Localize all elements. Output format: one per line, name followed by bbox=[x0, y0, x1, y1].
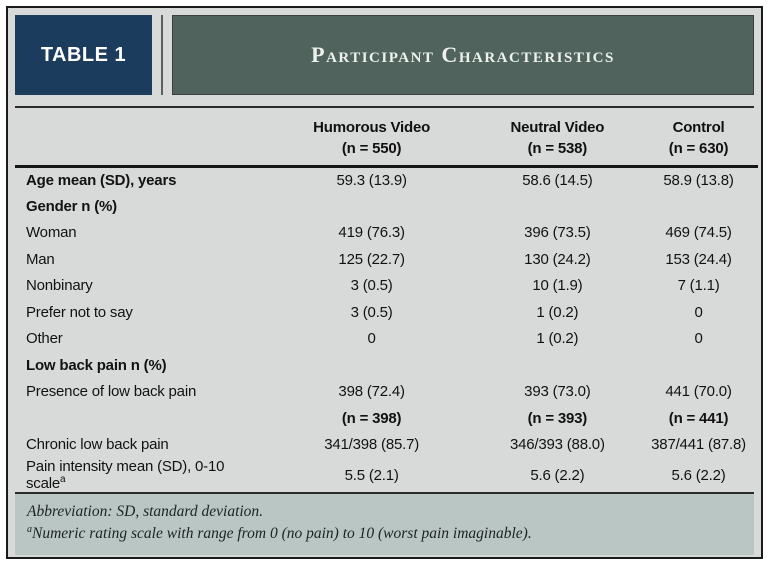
row-label: Nonbinary bbox=[26, 277, 93, 295]
cell-neutral-video: 130 (24.2) bbox=[524, 250, 591, 268]
table-row: Chronic low back pain 341/398 (85.7) 346… bbox=[15, 432, 758, 459]
cell-humorous-video bbox=[268, 352, 476, 379]
cell-humorous-video: 0 bbox=[367, 330, 376, 348]
table-row: Man 125 (22.7) 130 (24.2) 153 (24.4) bbox=[15, 246, 758, 273]
column-header-neutral-video: Neutral Video (n = 538) bbox=[475, 108, 640, 168]
column-header-humorous-video: Humorous Video (n = 550) bbox=[267, 108, 476, 168]
table-row: Prefer not to say 3 (0.5) 1 (0.2) 0 bbox=[15, 299, 758, 326]
row-label: Pain intensity mean (SD), 0-10 scalea bbox=[26, 458, 225, 492]
cell-neutral-video: 346/393 (88.0) bbox=[509, 436, 605, 454]
header-divider bbox=[161, 15, 163, 95]
table-row: Nonbinary 3 (0.5) 10 (1.9) 7 (1.1) bbox=[15, 273, 758, 300]
table-row: Pain intensity mean (SD), 0-10 scalea 5.… bbox=[15, 458, 758, 492]
row-label: Age mean (SD), years bbox=[26, 172, 177, 189]
row-label bbox=[15, 405, 268, 432]
cell-control: 387/441 (87.8) bbox=[651, 436, 746, 454]
cell-control: (n = 441) bbox=[668, 409, 729, 427]
cell-control: 5.6 (2.2) bbox=[671, 466, 726, 484]
row-label: Presence of low back pain bbox=[26, 383, 197, 401]
participant-characteristics-table: Humorous Video (n = 550) Neutral Video (… bbox=[15, 108, 758, 492]
footnote-box: Abbreviation: SD, standard deviation. aN… bbox=[15, 494, 754, 555]
cell-neutral-video: 393 (73.0) bbox=[524, 383, 591, 401]
cell-humorous-video: 3 (0.5) bbox=[350, 277, 393, 295]
cell-humorous-video: 398 (72.4) bbox=[338, 383, 405, 401]
cell-control: 7 (1.1) bbox=[677, 277, 720, 295]
table-row: Other 0 1 (0.2) 0 bbox=[15, 326, 758, 353]
cell-humorous-video: 5.5 (2.1) bbox=[344, 466, 399, 484]
table-title: Participant Characteristics bbox=[311, 42, 615, 67]
table-title-box: Participant Characteristics bbox=[172, 15, 754, 95]
table-row: Presence of low back pain 398 (72.4) 393… bbox=[15, 379, 758, 406]
cell-control: 153 (24.4) bbox=[665, 250, 732, 268]
label-superscript: a bbox=[60, 474, 66, 485]
cell-humorous-video: 125 (22.7) bbox=[338, 250, 405, 268]
cell-control: 469 (74.5) bbox=[665, 224, 732, 242]
cell-control: 58.9 (13.8) bbox=[663, 172, 734, 189]
table-column-headers: Humorous Video (n = 550) Neutral Video (… bbox=[15, 108, 758, 168]
table-frame: TABLE 1 Participant Characteristics Humo… bbox=[6, 6, 763, 559]
column-header-control: Control (n = 630) bbox=[639, 108, 758, 168]
footnote-abbreviation: Abbreviation: SD, standard deviation. bbox=[27, 503, 264, 520]
footnote-superscript-a: a bbox=[27, 524, 32, 536]
cell-neutral-video bbox=[476, 352, 639, 379]
cell-control bbox=[639, 193, 758, 220]
empty-header-cell bbox=[15, 108, 268, 168]
table-row: Age mean (SD), years 59.3 (13.9) 58.6 (1… bbox=[15, 167, 758, 194]
table-body: Age mean (SD), years 59.3 (13.9) 58.6 (1… bbox=[15, 167, 758, 492]
cell-humorous-video: 59.3 (13.9) bbox=[336, 172, 407, 189]
cell-control: 0 bbox=[694, 303, 703, 321]
table-number-tab: TABLE 1 bbox=[15, 15, 152, 95]
table-row: Low back pain n (%) bbox=[15, 352, 758, 379]
cell-control bbox=[639, 352, 758, 379]
cell-neutral-video: 1 (0.2) bbox=[536, 330, 579, 348]
table-number-label: TABLE 1 bbox=[40, 43, 127, 66]
row-label: Low back pain n (%) bbox=[26, 356, 167, 374]
cell-humorous-video: 419 (76.3) bbox=[338, 224, 405, 242]
cell-neutral-video bbox=[476, 193, 639, 220]
footnote-top-rule bbox=[15, 492, 754, 494]
table-row: Woman 419 (76.3) 396 (73.5) 469 (74.5) bbox=[15, 220, 758, 247]
row-label: Man bbox=[26, 250, 55, 268]
cell-humorous-video: 3 (0.5) bbox=[350, 303, 393, 321]
cell-control: 0 bbox=[694, 330, 703, 348]
cell-neutral-video: 1 (0.2) bbox=[536, 303, 579, 321]
row-label: Woman bbox=[26, 224, 77, 242]
cell-neutral-video: (n = 393) bbox=[527, 409, 588, 427]
cell-humorous-video: (n = 398) bbox=[341, 409, 402, 427]
row-label: Chronic low back pain bbox=[26, 436, 169, 454]
row-label: Gender n (%) bbox=[26, 197, 117, 215]
footnote-scale-note: aNumeric rating scale with range from 0 … bbox=[27, 524, 532, 543]
cell-neutral-video: 396 (73.5) bbox=[524, 224, 591, 242]
cell-control: 441 (70.0) bbox=[665, 383, 732, 401]
cell-humorous-video bbox=[268, 193, 476, 220]
cell-neutral-video: 10 (1.9) bbox=[532, 277, 583, 295]
row-label: Other bbox=[26, 330, 63, 348]
cell-neutral-video: 5.6 (2.2) bbox=[530, 466, 585, 484]
table-row: Gender n (%) bbox=[15, 193, 758, 220]
table-row: (n = 398) (n = 393) (n = 441) bbox=[15, 405, 758, 432]
cell-humorous-video: 341/398 (85.7) bbox=[324, 436, 420, 454]
top-rule bbox=[15, 106, 754, 108]
table-header-band: TABLE 1 Participant Characteristics bbox=[15, 15, 754, 95]
cell-neutral-video: 58.6 (14.5) bbox=[522, 172, 593, 189]
row-label: Prefer not to say bbox=[26, 303, 133, 321]
